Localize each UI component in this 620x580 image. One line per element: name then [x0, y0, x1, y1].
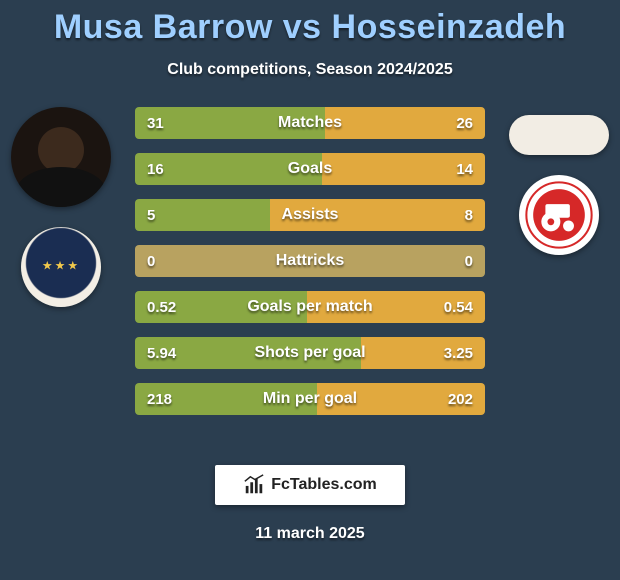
left-column: [6, 107, 116, 307]
stat-label: Goals per match: [247, 298, 372, 316]
stat-value-left: 0.52: [147, 299, 176, 316]
stat-value-left: 16: [147, 161, 164, 178]
player-left-avatar: [11, 107, 111, 207]
stat-label: Goals: [288, 160, 332, 178]
stat-label: Assists: [282, 206, 339, 224]
right-column: [504, 107, 614, 255]
stat-row: 5 Assists 8: [135, 199, 485, 231]
stat-label: Matches: [278, 114, 342, 132]
stat-label: Hattricks: [276, 252, 344, 270]
stat-value-right: 0: [465, 253, 473, 270]
tractor-club-icon: [525, 181, 593, 249]
comparison-content: 31Matches2616Goals145Assists80Hattricks0…: [0, 107, 620, 447]
club-right-logo: [519, 175, 599, 255]
stat-value-left: 31: [147, 115, 164, 132]
stat-value-right: 3.25: [444, 345, 473, 362]
stat-value-left: 5: [147, 207, 155, 224]
page-title: Musa Barrow vs Hosseinzadeh: [0, 0, 620, 47]
stat-value-left: 218: [147, 391, 172, 408]
stat-value-left: 0: [147, 253, 155, 270]
stat-value-right: 14: [456, 161, 473, 178]
stat-value-right: 26: [456, 115, 473, 132]
chart-icon: [243, 474, 265, 496]
stat-bars: 31Matches2616Goals145Assists80Hattricks0…: [135, 107, 485, 415]
stat-row: 0.52 Goals per match 0.54: [135, 291, 485, 323]
stat-value-right: 202: [448, 391, 473, 408]
club-left-logo: [21, 227, 101, 307]
stat-row: 0 Hattricks 0: [135, 245, 485, 277]
stat-value-right: 8: [465, 207, 473, 224]
stat-row: 218 Min per goal 202: [135, 383, 485, 415]
page-subtitle: Club competitions, Season 2024/2025: [0, 61, 620, 79]
player-right-avatar: [509, 115, 609, 155]
stat-row: 31 Matches 26: [135, 107, 485, 139]
brand-badge[interactable]: FcTables.com: [215, 465, 405, 505]
stat-row: 16 Goals 14: [135, 153, 485, 185]
brand-text: FcTables.com: [271, 476, 377, 494]
stat-value-right: 0.54: [444, 299, 473, 316]
footer-date: 11 march 2025: [0, 525, 620, 543]
stat-label: Shots per goal: [254, 344, 365, 362]
stat-value-left: 5.94: [147, 345, 176, 362]
stat-row: 5.94 Shots per goal 3.25: [135, 337, 485, 369]
stat-label: Min per goal: [263, 390, 357, 408]
